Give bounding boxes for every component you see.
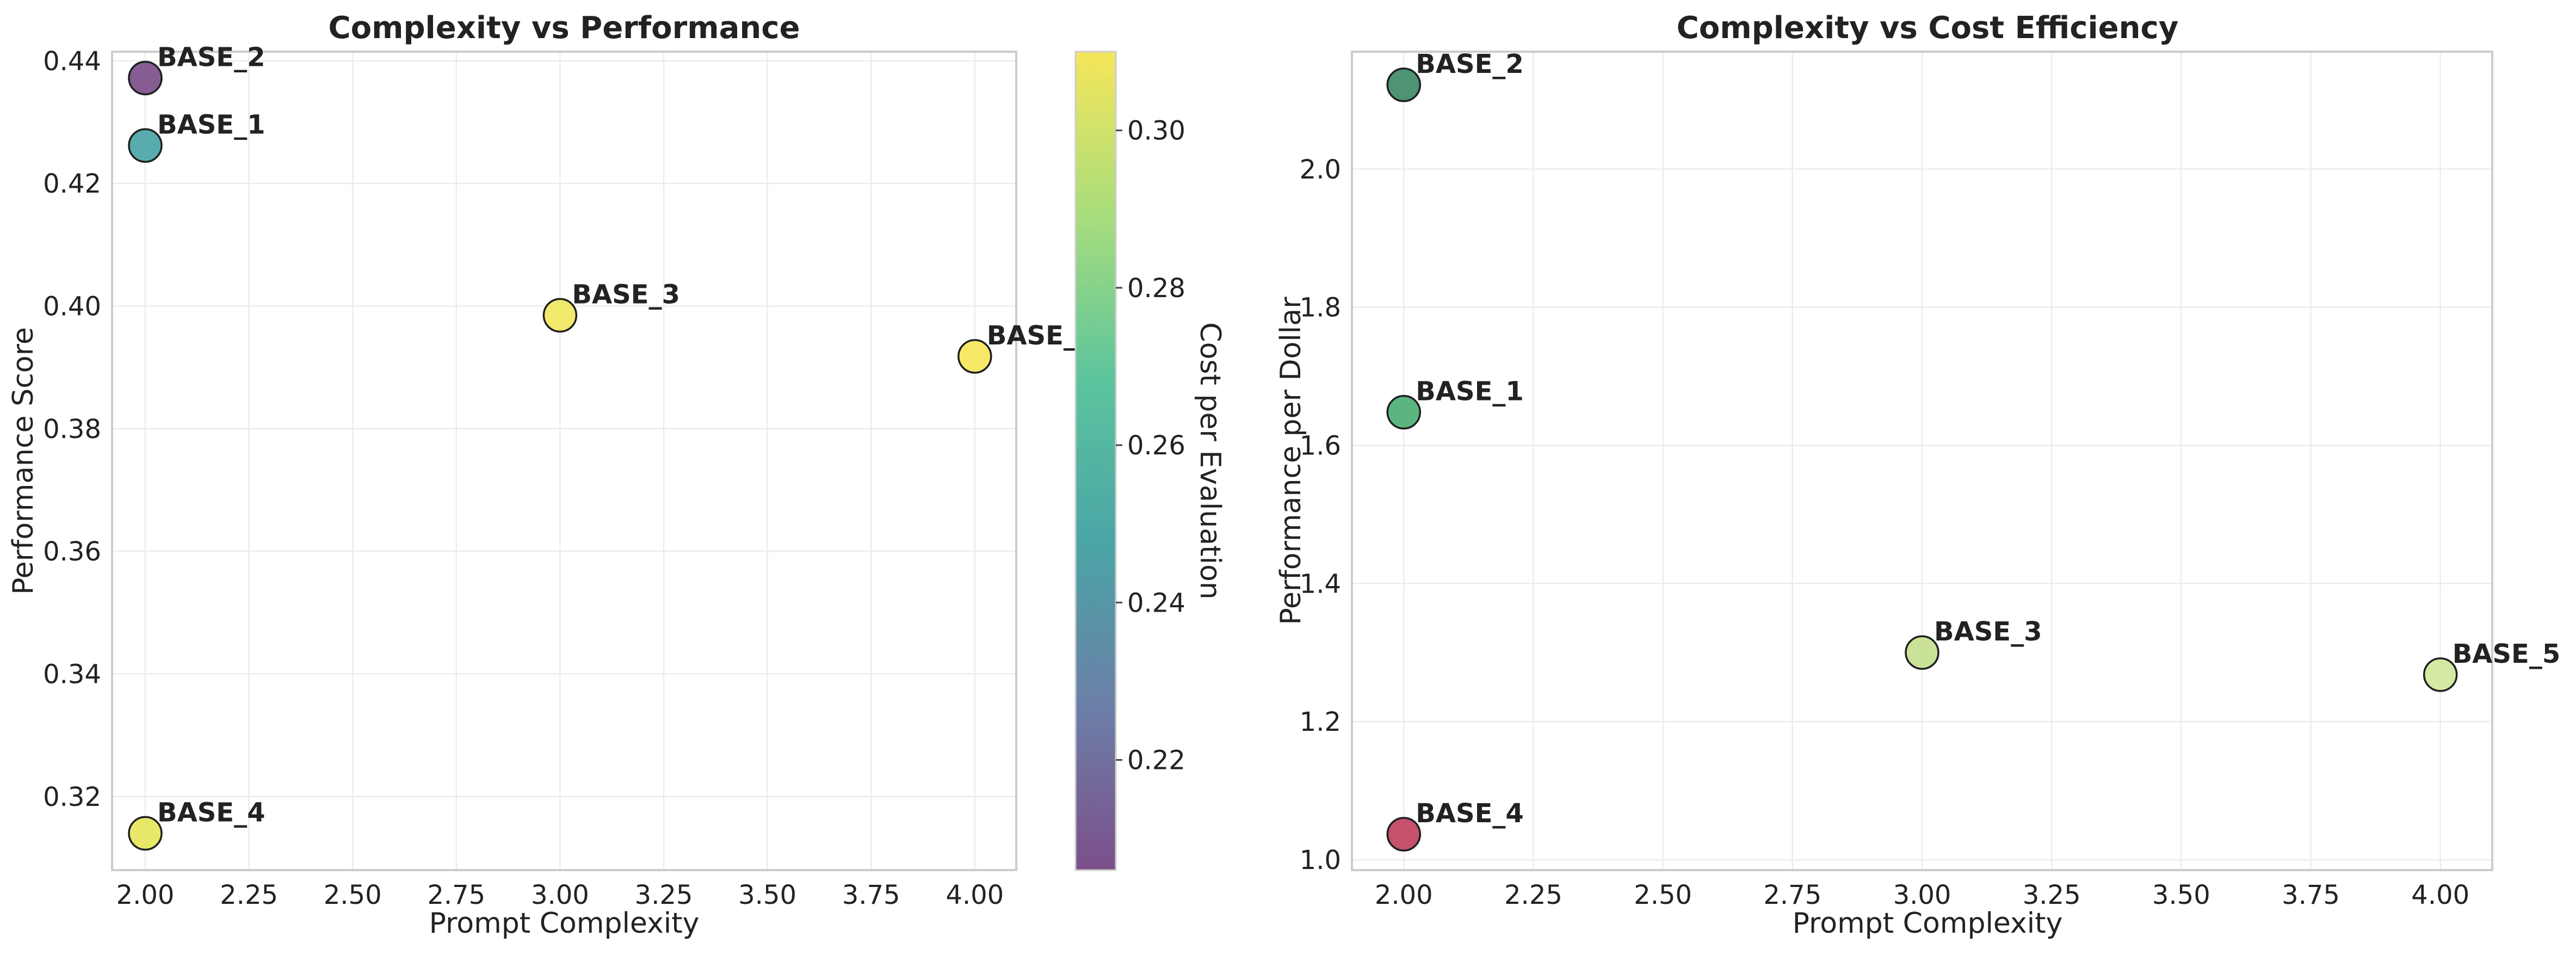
chart-left-y-tick-label: 0.40: [43, 292, 101, 322]
chart-right-point: [1386, 67, 1422, 102]
chart-left-point-label: BASE_2: [157, 42, 265, 72]
chart-right-point: [1905, 635, 1939, 670]
chart-left-grid: [112, 52, 1016, 870]
colorbar: 0.22 0.24 0.26 0.28 0.30 Cost per Evaluation: [1074, 51, 1226, 871]
chart-left-x-tick-label: 3.50: [738, 880, 796, 910]
chart-right-y-ticks: 1.0 1.2 1.4 1.6 1.8 2.0: [1300, 155, 1341, 876]
chart-left-y-tick-label: 0.32: [43, 782, 101, 812]
chart-right-plot-frame: [1351, 51, 2493, 871]
chart-left-y-tick-label: 0.34: [43, 659, 101, 689]
chart-left-point-label: BASE_4: [157, 797, 265, 828]
chart-left-x-tick-label: 3.00: [531, 880, 589, 910]
chart-right-x-tick-label: 3.00: [1893, 880, 1951, 910]
chart-left-y-tick-label: 0.42: [43, 169, 101, 199]
chart-left-x-tick-label: 3.75: [842, 880, 900, 910]
chart-right-y-axis-label: Performance per Dollar: [1275, 297, 1307, 625]
chart-right-point-label: BASE_1: [1416, 377, 1524, 407]
chart-right-point: [2423, 657, 2458, 692]
chart-right-x-tick-label: 3.25: [2023, 880, 2081, 910]
chart-right-x-axis-label: Prompt Complexity: [1793, 907, 2063, 940]
chart-left-point: [542, 298, 578, 333]
chart-left-x-tick-label: 4.00: [946, 880, 1004, 910]
chart-left-y-tick-label: 0.36: [43, 537, 101, 567]
chart-right-x-tick-label: 3.75: [2282, 880, 2340, 910]
chart-right-x-tick-label: 2.75: [1763, 880, 1821, 910]
chart-left-x-ticks: 2.00 2.25 2.50 2.75 3.00 3.25 3.50 3.75 4.00: [116, 880, 1004, 910]
chart-left-points: BASE_2 BASE_1 BASE_3 BASE_ BASE_4: [128, 42, 1077, 851]
chart-left-point-label: BASE_: [987, 321, 1077, 351]
chart-left-point-label: BASE_1: [157, 109, 265, 140]
chart-left-plot-frame: [111, 51, 1017, 871]
chart-right-y-tick-label: 1.8: [1300, 293, 1341, 323]
colorbar-tick-label: 0.22: [1127, 745, 1185, 776]
chart-right-x-tick-label: 2.25: [1504, 880, 1562, 910]
chart-right-y-tick-label: 1.2: [1300, 707, 1341, 737]
chart-left-y-tick-label: 0.44: [43, 46, 101, 77]
colorbar-tick-label: 0.28: [1127, 273, 1185, 304]
chart-left-x-tick-label: 2.50: [324, 880, 382, 910]
chart-right-x-tick-label: 2.00: [1375, 880, 1433, 910]
chart-right: Complexity vs Cost Efficiency 2.00 2.25 2.…: [1275, 10, 2560, 940]
chart-left-y-tick-label: 0.38: [43, 414, 101, 445]
chart-right-y-tick-label: 1.6: [1300, 430, 1341, 461]
colorbar-tick-label: 0.30: [1127, 116, 1185, 146]
chart-left-point: [128, 128, 163, 163]
colorbar-gradient: [1074, 51, 1117, 871]
chart-right-y-tick-label: 1.0: [1300, 845, 1341, 876]
chart-right-point: [1386, 395, 1422, 430]
colorbar-tick-label: 0.24: [1127, 588, 1185, 618]
colorbar-label: Cost per Evaluation: [1194, 322, 1226, 599]
chart-right-x-tick-label: 3.50: [2152, 880, 2210, 910]
chart-left: Complexity vs Performance 2.00 2.25 2.50 2.…: [7, 10, 1077, 940]
chart-right-point-label: BASE_4: [1416, 798, 1524, 829]
chart-right-point: [1386, 817, 1422, 852]
chart-left-x-tick-label: 2.75: [427, 880, 485, 910]
chart-left-x-tick-label: 2.00: [116, 880, 175, 910]
chart-left-point: [128, 816, 163, 851]
chart-right-title: Complexity vs Cost Efficiency: [1677, 10, 2178, 46]
chart-right-x-tick-label: 2.50: [1634, 880, 1692, 910]
chart-left-point: [128, 60, 163, 96]
chart-left-x-tick-label: 2.25: [220, 880, 278, 910]
chart-right-x-tick-label: 4.00: [2411, 880, 2469, 910]
chart-left-y-ticks: 0.32 0.34 0.36 0.38 0.40 0.42 0.44: [43, 46, 101, 812]
chart-left-point-label: BASE_3: [572, 279, 680, 310]
chart-right-y-tick-label: 2.0: [1300, 155, 1341, 185]
chart-right-grid: [1352, 52, 2492, 870]
chart-left-title: Complexity vs Performance: [329, 10, 800, 46]
chart-left-x-axis-label: Prompt Complexity: [429, 907, 700, 940]
chart-left-point: [957, 339, 992, 374]
chart-right-point-label: BASE_2: [1416, 49, 1524, 79]
chart-right-x-ticks: 2.00 2.25 2.50 2.75 3.00 3.25 3.50 3.75 4.00: [1375, 880, 2469, 910]
chart-right-point-label: BASE_3: [1934, 617, 2042, 647]
chart-left-x-tick-label: 3.25: [635, 880, 693, 910]
colorbar-ticks: 0.22 0.24 0.26 0.28 0.30: [1116, 116, 1185, 776]
colorbar-tick-label: 0.26: [1127, 430, 1185, 461]
chart-right-points: BASE_2 BASE_1 BASE_3 BASE_5 BASE_4: [1386, 49, 2561, 852]
chart-right-point-label: BASE_5: [2453, 639, 2561, 669]
chart-left-y-axis-label: Performance Score: [7, 327, 40, 595]
chart-right-y-tick-label: 1.4: [1300, 569, 1341, 599]
